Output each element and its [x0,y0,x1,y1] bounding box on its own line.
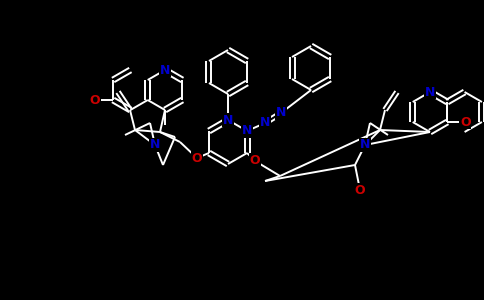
Text: O: O [460,116,470,128]
Text: N: N [160,64,170,76]
Text: N: N [276,106,286,119]
Text: O: O [192,152,202,164]
Text: N: N [242,124,252,137]
Text: O: O [355,184,365,196]
Text: N: N [360,139,370,152]
Text: N: N [150,139,160,152]
Text: O: O [250,154,260,167]
Text: N: N [425,85,435,98]
Text: O: O [90,94,100,106]
Text: N: N [260,116,270,130]
Text: N: N [223,113,233,127]
